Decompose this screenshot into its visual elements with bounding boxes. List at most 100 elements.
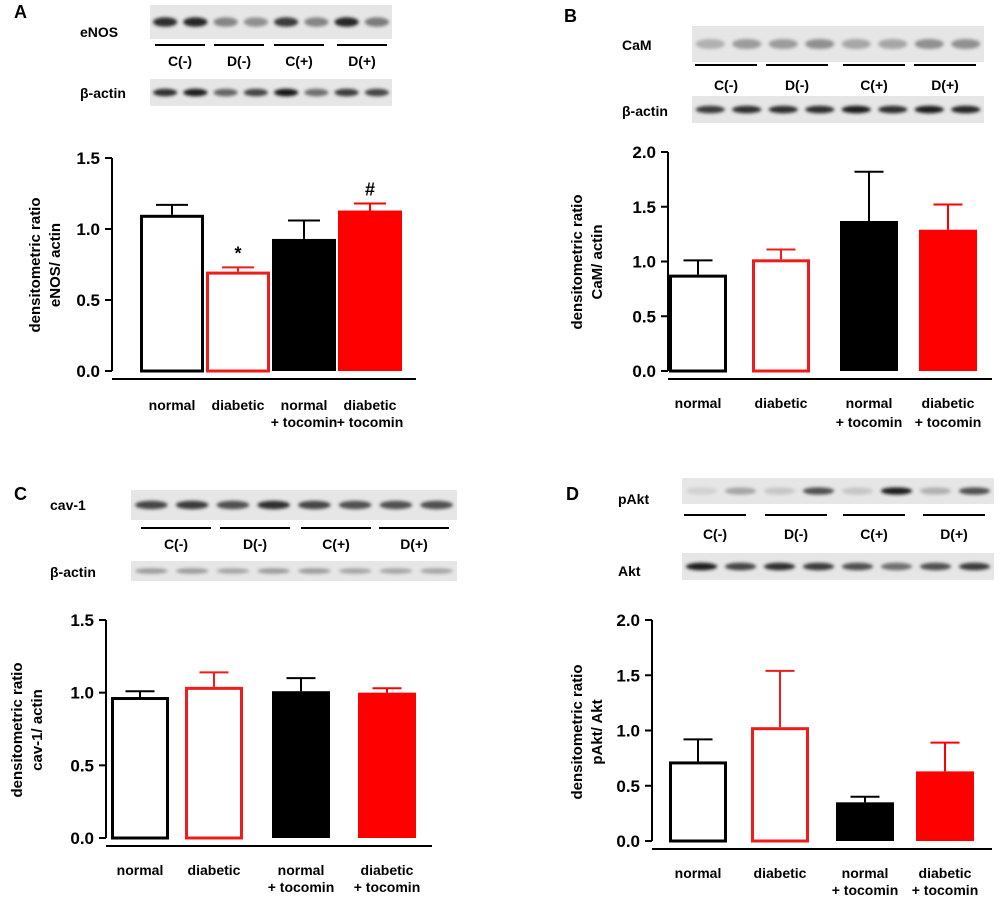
x-tick-label: + tocomin [836,414,903,430]
lane-label: D(+) [348,53,376,69]
y-tick-label: 1.0 [632,253,656,272]
blot-band [334,88,359,97]
y-axis-label: densitometric ratio [9,662,26,797]
blot-band [958,562,991,571]
x-tick-label: + tocomin [912,882,979,898]
blot-band [763,487,796,495]
blot-band [338,500,372,510]
blot-band [732,38,762,50]
blot-band [880,487,913,495]
bar [338,210,402,371]
bar [206,271,270,373]
y-tick-label: 0.5 [70,756,94,775]
blot-band [841,105,871,114]
x-tick-label: normal [675,865,722,881]
blot-band [695,38,725,50]
blot-band [379,500,413,510]
lane-label: D(+) [940,526,968,542]
panel-b: B CaM β-actin C(-) D(-) C(+) D(+) 0.0 0.5 1.0 1.5 2… [564,6,992,430]
bar [272,691,330,838]
blot-band [420,568,453,574]
y-tick-label: 1.5 [632,198,656,217]
blot-band [334,17,359,27]
blot-control-label: β-actin [50,564,96,580]
lane-label: D(-) [785,77,809,93]
y-tick-label: 0.0 [76,362,100,381]
lane-label: C(-) [703,526,727,542]
bar [916,771,974,841]
lane-label: D(+) [400,536,428,552]
panel-label: A [14,2,27,22]
blot-band [183,17,208,27]
blot-band [274,88,299,97]
blot-band [880,562,913,571]
blot-target-label: CaM [622,37,652,53]
x-tick-label: diabetic [188,862,241,878]
y-tick-label: 0.5 [616,777,640,796]
blot-band [135,568,168,574]
y-tick-label: 2.0 [632,143,656,162]
blot-band [768,105,798,114]
blot-band [257,568,290,574]
lane-label: C(+) [322,536,350,552]
bar [669,761,727,843]
western-blot: CaM β-actin C(-) D(-) C(+) D(+) [622,26,984,123]
bar [669,274,727,373]
blot-band [175,500,209,510]
bar [140,214,204,373]
blot-band [841,487,874,495]
blot-band [958,487,991,495]
blot-band [338,568,372,574]
blot-band [732,105,762,114]
y-tick-label: 1.5 [70,611,94,630]
x-tick-label: diabetic [361,862,414,878]
western-blot: pAkt Akt C(-) D(-) C(+) D(+) [618,478,994,580]
lane-label: C(+) [860,77,888,93]
x-tick-label: diabetic [919,865,972,881]
blot-band [802,562,835,571]
x-tick-label: diabetic [922,395,975,411]
y-axis-label: pAkt/ Akt [589,699,606,764]
y-tick-label: 0.0 [632,362,656,381]
y-tick-label: 1.0 [616,722,640,741]
blot-band [216,500,250,510]
blot-band [695,105,725,114]
lane-label: D(-) [243,536,267,552]
blot-band [805,38,835,50]
significance-marker: * [234,243,241,263]
y-axis-label: densitometric ratio [569,664,586,799]
blot-band [841,38,871,50]
blot-band [919,487,952,495]
x-tick-label: normal [281,397,328,413]
blot-band [805,105,835,114]
y-tick-label: 0.5 [76,291,100,310]
blot-band [274,17,299,27]
blot-band [243,17,268,27]
significance-marker: # [365,179,375,199]
bar [919,229,977,371]
blot-band [153,17,178,27]
blot-band [841,562,874,571]
x-tick-label: + tocomin [354,879,421,895]
x-tick-label: diabetic [344,397,397,413]
x-tick-label: + tocomin [337,414,404,430]
y-axis-label: CaM/ actin [589,224,606,299]
x-tick-label: normal [149,397,196,413]
x-tick-label: + tocomin [832,882,899,898]
blot-band [213,17,238,27]
y-tick-label: 0.5 [632,307,656,326]
blot-control-label: β-actin [80,85,126,101]
blot-band [304,17,329,27]
blot-band [951,38,981,50]
lane-label: D(+) [931,77,959,93]
blot-band [914,38,944,50]
y-tick-label: 0.0 [70,829,94,848]
bar [751,727,809,843]
lane-label: D(-) [784,526,808,542]
panel-label: D [566,484,579,504]
blot-target-label: pAkt [618,491,649,507]
lane-label: C(-) [714,77,738,93]
y-axis-label: eNOS/ actin [47,223,64,307]
